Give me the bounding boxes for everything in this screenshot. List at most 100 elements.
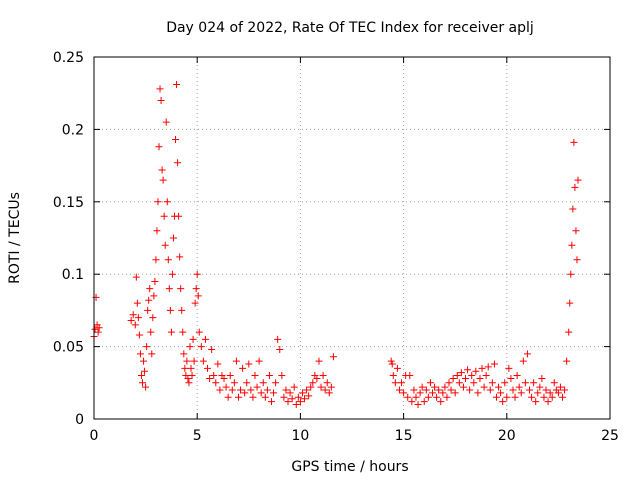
data-point — [166, 306, 174, 314]
data-point — [486, 386, 494, 394]
data-point — [443, 393, 451, 401]
data-point — [420, 398, 428, 406]
data-point — [181, 364, 189, 372]
data-point — [412, 393, 420, 401]
y-tick-label: 0.15 — [53, 195, 84, 211]
data-point — [418, 383, 426, 391]
data-point — [177, 285, 185, 293]
data-point — [245, 360, 253, 368]
data-point — [184, 374, 192, 382]
data-point — [212, 379, 220, 387]
data-point — [157, 96, 165, 104]
data-point — [199, 357, 207, 365]
data-point — [513, 372, 521, 380]
y-tick-label: 0.05 — [53, 340, 84, 356]
data-point — [414, 401, 422, 409]
data-point — [153, 227, 161, 235]
data-point — [482, 372, 490, 380]
data-point — [323, 379, 331, 387]
data-point — [129, 311, 137, 319]
data-point — [556, 383, 564, 391]
data-point — [476, 374, 484, 382]
data-point — [329, 353, 337, 361]
data-point — [398, 379, 406, 387]
data-point — [554, 389, 562, 397]
data-point — [441, 383, 449, 391]
data-point — [268, 398, 276, 406]
grid-lines — [94, 57, 610, 419]
data-point — [168, 270, 176, 278]
data-point — [395, 386, 403, 394]
data-point — [315, 357, 323, 365]
data-point — [286, 389, 294, 397]
data-point — [187, 364, 195, 372]
data-point — [550, 379, 558, 387]
data-point — [488, 379, 496, 387]
data-point — [408, 398, 416, 406]
data-point — [165, 285, 173, 293]
data-point — [298, 389, 306, 397]
data-point — [160, 212, 168, 220]
data-point — [249, 393, 257, 401]
data-point — [276, 345, 284, 353]
data-point — [509, 386, 517, 394]
data-point — [511, 393, 519, 401]
data-point — [431, 383, 439, 391]
data-point — [228, 386, 236, 394]
data-point — [127, 317, 135, 325]
data-point — [241, 389, 249, 397]
data-point — [292, 401, 300, 409]
data-point — [162, 118, 170, 126]
data-point — [152, 256, 160, 264]
data-point — [455, 379, 463, 387]
data-point — [185, 379, 193, 387]
data-point — [192, 285, 200, 293]
data-point — [158, 166, 166, 174]
data-point — [204, 364, 212, 372]
data-point — [172, 136, 180, 144]
data-point — [388, 360, 396, 368]
data-point — [468, 372, 476, 380]
data-point — [568, 241, 576, 249]
data-point — [387, 357, 395, 365]
data-point — [497, 389, 505, 397]
data-point — [389, 372, 397, 380]
data-point — [499, 398, 507, 406]
data-point — [325, 389, 333, 397]
data-point — [136, 350, 144, 358]
data-point — [565, 328, 573, 336]
data-point — [459, 383, 467, 391]
data-point — [208, 345, 216, 353]
data-point — [210, 372, 218, 380]
data-point — [519, 357, 527, 365]
data-point — [439, 389, 447, 397]
x-tick-label: 0 — [90, 428, 99, 444]
data-point — [573, 256, 581, 264]
data-point — [161, 241, 169, 249]
data-point — [410, 386, 418, 394]
data-point — [457, 369, 465, 377]
data-point — [451, 389, 459, 397]
data-point — [135, 331, 143, 339]
data-point — [156, 85, 164, 93]
data-point — [169, 234, 177, 242]
data-point — [532, 398, 540, 406]
data-point — [288, 395, 296, 403]
data-point — [569, 205, 577, 213]
data-point — [321, 386, 329, 394]
data-point — [259, 379, 267, 387]
data-point — [393, 364, 401, 372]
data-point — [274, 335, 282, 343]
data-point — [195, 328, 203, 336]
data-point — [406, 372, 414, 380]
data-point — [571, 183, 579, 191]
data-point — [232, 357, 240, 365]
data-point — [484, 363, 492, 371]
data-point — [424, 393, 432, 401]
data-point — [428, 389, 436, 397]
data-point — [270, 389, 278, 397]
plot-frame — [93, 56, 611, 420]
data-point — [507, 374, 515, 382]
data-point — [290, 383, 298, 391]
data-point — [574, 176, 582, 184]
